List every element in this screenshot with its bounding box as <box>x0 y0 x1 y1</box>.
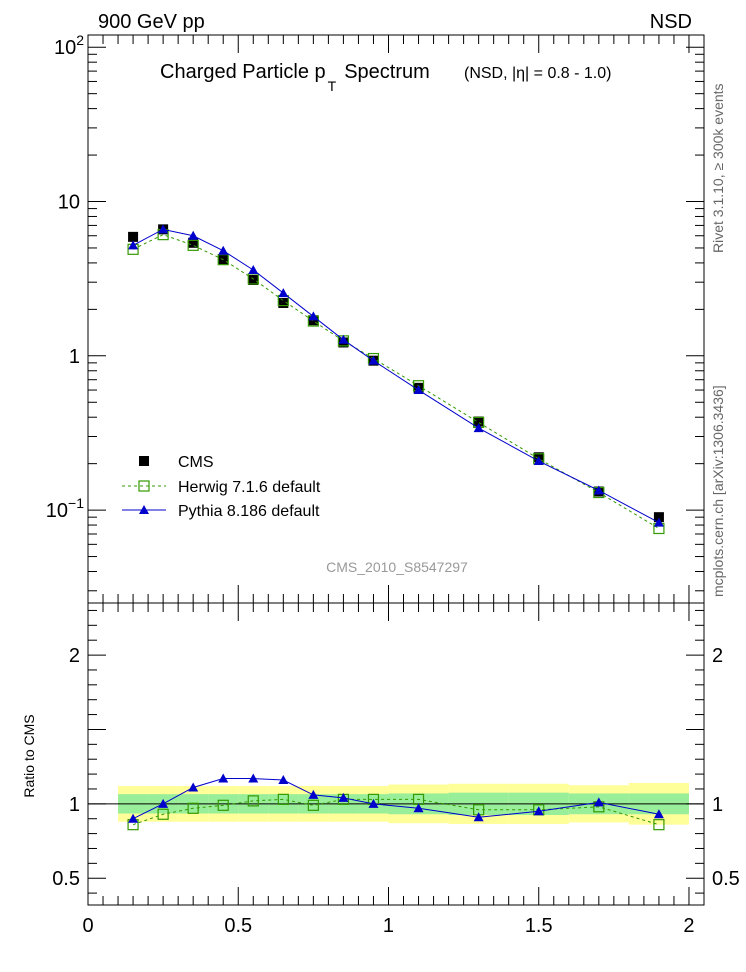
ratio-point-pythia <box>413 803 424 813</box>
legend-label-cms: CMS <box>178 454 214 471</box>
ratio-point-pythia <box>473 812 484 822</box>
data-point-pythia <box>278 288 289 298</box>
data-point-pythia <box>653 517 664 527</box>
data-point-cms <box>653 512 664 523</box>
ratio-point-pythia <box>248 773 259 783</box>
data-point-pythia <box>338 334 349 344</box>
ratio-point-herwig <box>653 819 665 831</box>
ratio-panel: 0.5 0.5 1 1 2 2 0 0.5 1 1.5 2 <box>52 602 740 937</box>
ratio-point-pythia <box>653 809 664 819</box>
x-tick-label: 1 <box>383 915 394 937</box>
ratio-point-pythia <box>128 813 139 823</box>
ratio-point-herwig <box>187 802 199 814</box>
data-point-pythia <box>593 485 604 495</box>
data-point-pythia <box>368 355 379 365</box>
ratio-point-herwig <box>307 799 319 811</box>
ratio-line-pythia <box>132 778 660 820</box>
x-tick-label: 0.5 <box>224 915 252 937</box>
y-tick-label-main: 102 <box>54 32 84 59</box>
rivet-version-label: Rivet 3.1.10, ≥ 300k events <box>710 83 726 253</box>
ratio-point-pythia <box>593 797 604 807</box>
chart-subtitle: (NSD, |η| = 0.8 - 1.0) <box>464 65 611 82</box>
chart-title-subscript: T <box>328 78 337 94</box>
data-point-pythia <box>533 456 544 466</box>
y-tick-label-ratio-left: 1 <box>69 794 80 816</box>
x-tick-label: 0 <box>82 915 93 937</box>
ratio-point-pythia <box>188 782 199 792</box>
ratio-panel-frame <box>87 602 705 906</box>
header-left-label: 900 GeV pp <box>98 11 205 33</box>
data-point-cms <box>188 237 199 248</box>
data-point-pythia <box>188 230 199 240</box>
legend: CMS Herwig 7.1.6 default Pythia 8.186 de… <box>122 454 321 520</box>
data-point-pythia <box>218 245 229 255</box>
legend-marker-pythia <box>139 505 149 514</box>
ratio-point-herwig <box>247 795 259 807</box>
ratio-point-herwig <box>277 793 289 805</box>
legend-marker-cms <box>139 456 149 466</box>
data-point-cms <box>278 297 289 308</box>
data-point-pythia <box>158 224 169 234</box>
chart-title-main: Charged Particle p <box>160 61 326 83</box>
ratio-point-pythia <box>338 792 349 802</box>
ratio-point-pythia <box>368 798 379 808</box>
data-point-pythia <box>308 311 319 321</box>
x-tick-label: 2 <box>683 915 694 937</box>
data-point-pythia <box>473 423 484 433</box>
ratio-axis-label: Ratio to CMS <box>21 714 37 797</box>
y-tick-label-ratio-right: 0.5 <box>712 868 740 890</box>
legend-marker-herwig <box>138 480 150 492</box>
data-point-pythia <box>413 385 424 395</box>
header-right-label: NSD <box>650 11 692 33</box>
y-tick-label-main: 1 <box>69 346 80 368</box>
data-point-pythia <box>128 240 139 250</box>
analysis-watermark: CMS_2010_S8547297 <box>326 559 468 575</box>
ratio-point-herwig <box>217 799 229 811</box>
data-point-herwig <box>187 239 199 251</box>
y-tick-label-ratio-right: 2 <box>712 645 723 667</box>
x-tick-label: 1.5 <box>525 915 553 937</box>
legend-label-pythia: Pythia 8.186 default <box>178 503 320 520</box>
y-tick-label-main: 10 <box>58 192 80 214</box>
legend-label-herwig: Herwig 7.1.6 default <box>178 479 321 496</box>
ratio-point-pythia <box>533 806 544 816</box>
ratio-point-pythia <box>218 773 229 783</box>
mcplots-label: mcplots.cern.ch [arXiv:1306.3436] <box>710 385 726 597</box>
y-tick-label-ratio-left: 2 <box>69 645 80 667</box>
ratio-point-pythia <box>278 775 289 785</box>
data-point-cms <box>248 274 259 285</box>
y-tick-label-ratio-right: 1 <box>712 794 723 816</box>
chart-title: Charged Particle pT Spectrum <box>160 61 430 94</box>
chart-title-after: Spectrum <box>344 61 430 83</box>
y-tick-label-ratio-left: 0.5 <box>52 868 80 890</box>
ratio-point-pythia <box>308 789 319 799</box>
data-point-cms <box>473 416 484 427</box>
y-tick-label-main: 10−1 <box>46 495 84 522</box>
ratio-point-pythia <box>158 798 169 808</box>
ratio-point-herwig <box>157 808 169 820</box>
data-point-pythia <box>248 264 259 274</box>
data-point-cms <box>128 231 139 242</box>
main-panel: 10−1 1 10 102 <box>46 32 705 604</box>
series-line-pythia <box>132 228 660 524</box>
